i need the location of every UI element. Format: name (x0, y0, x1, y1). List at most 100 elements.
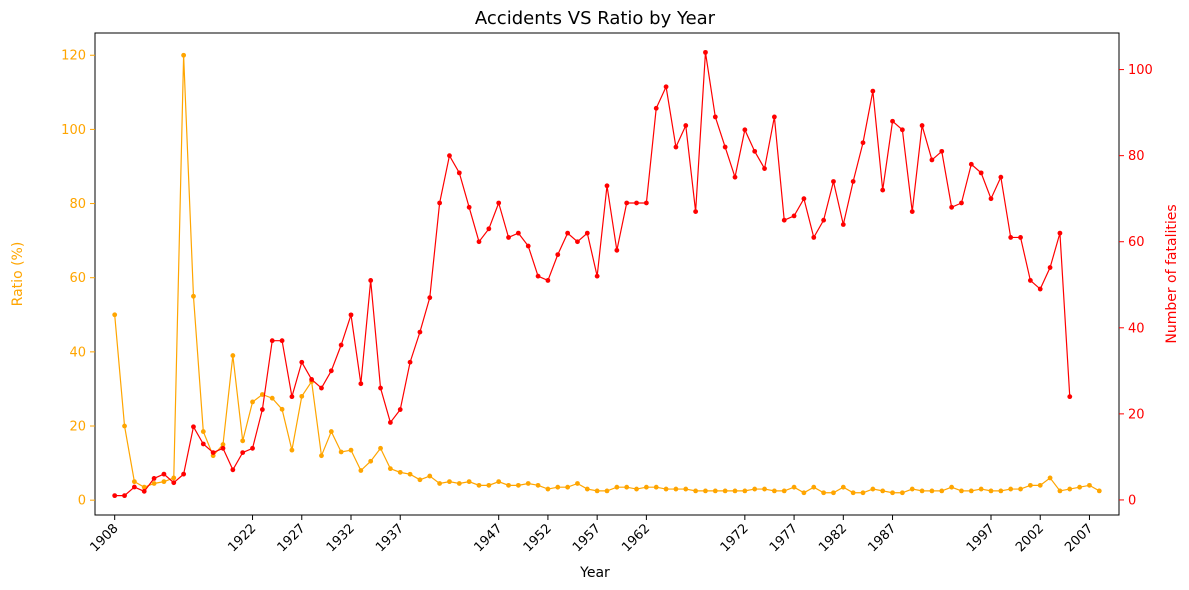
fatalities-point (909, 209, 915, 215)
ratio-point (752, 486, 758, 492)
fatalities-point (397, 407, 403, 412)
fatalities-point (269, 338, 275, 344)
x-tick-label: 1962 (619, 521, 653, 555)
ratio-point (1047, 475, 1053, 481)
y-left-tick-label: 60 (69, 271, 86, 286)
ratio-point (1096, 488, 1102, 494)
x-tick-label: 1957 (570, 521, 604, 555)
fatalities-point (712, 114, 718, 120)
ratio-point (535, 482, 541, 488)
fatalities-point (240, 450, 246, 455)
ratio-point (506, 482, 511, 488)
ratio-point (850, 490, 856, 496)
fatalities-point (791, 213, 797, 219)
ratio-point (378, 445, 383, 451)
fatalities-point (673, 144, 679, 150)
ratio-point (122, 423, 127, 429)
fatalities-point (151, 476, 157, 481)
ratio-point (496, 479, 502, 485)
ratio-point (584, 486, 590, 492)
ratio-point (240, 438, 246, 444)
ratio-point (899, 490, 905, 496)
ratio-point (890, 490, 895, 496)
fatalities-point (811, 235, 817, 240)
plot-frame (94, 32, 1120, 516)
fatalities-point (850, 179, 856, 184)
y-right-tick-label: 100 (1128, 63, 1153, 78)
y-right-tick-label: 60 (1128, 235, 1145, 250)
ratio-point (515, 482, 521, 488)
fatalities-point (486, 226, 492, 232)
ratio-point (575, 481, 580, 486)
fatalities-point (447, 153, 452, 159)
ratio-point (781, 488, 787, 494)
ratio-point (230, 353, 236, 358)
fatalities-point (181, 471, 187, 477)
ratio-point (1057, 488, 1063, 494)
fatalities-point (279, 338, 285, 344)
fatalities-point (614, 247, 620, 253)
fatalities-point (880, 187, 886, 193)
y-left-tick-label: 120 (61, 49, 86, 64)
x-tick-label: 1937 (373, 521, 407, 555)
fatalities-point (250, 445, 255, 451)
ratio-point (328, 429, 334, 434)
ratio-point (279, 406, 285, 412)
ratio-point (811, 484, 817, 490)
y-left-tick-label: 0 (78, 494, 86, 509)
fatalities-point (230, 467, 236, 473)
ratio-point (880, 488, 886, 494)
ratio-point (693, 488, 699, 494)
fatalities-point (919, 123, 925, 128)
ratio-point (250, 399, 255, 405)
y-left-tick-label: 100 (61, 123, 86, 138)
fatalities-point (624, 200, 630, 206)
ratio-point (594, 488, 600, 494)
fatalities-point (575, 239, 580, 245)
fatalities-series-line (114, 52, 1071, 497)
fatalities-point (555, 252, 561, 258)
fatalities-point (299, 359, 305, 365)
fatalities-point (122, 493, 127, 499)
ratio-series-line (114, 55, 1100, 494)
fatalities-point (584, 230, 590, 236)
fatalities-point (693, 209, 699, 215)
ratio-point (939, 488, 945, 494)
ratio-point (299, 393, 305, 399)
fatalities-point (781, 217, 787, 223)
x-tick-label: 1997 (964, 521, 998, 555)
y-axis-left: 0 20 40 60 80 100 120 (61, 49, 95, 509)
fatalities-point (378, 385, 383, 391)
ratio-point (466, 479, 472, 485)
ratio-point (1037, 482, 1043, 488)
ratio-point (368, 458, 374, 464)
ratio-point (968, 488, 974, 494)
ratio-point (220, 442, 226, 447)
chart-title: Accidents VS Ratio by Year (475, 8, 716, 29)
fatalities-point (653, 105, 659, 111)
ratio-point (998, 488, 1004, 494)
ratio-point (663, 486, 669, 492)
fatalities-point (368, 278, 374, 283)
fatalities-point (309, 377, 315, 382)
fatalities-point (959, 200, 964, 206)
ratio-point (831, 490, 836, 496)
fatalities-point (752, 148, 758, 154)
y-left-tick-label: 20 (69, 420, 86, 435)
fatalities-point (466, 204, 472, 210)
fatalities-point (801, 196, 807, 202)
ratio-point (525, 481, 531, 486)
ratio-point (978, 486, 984, 492)
ratio-point (555, 484, 561, 490)
fatalities-point (732, 174, 738, 180)
ratio-point (742, 488, 748, 494)
fatalities-point (545, 278, 551, 283)
ratio-point (338, 449, 344, 455)
y-left-tick-label: 40 (69, 345, 86, 360)
fatalities-point (663, 84, 669, 90)
fatalities-point (821, 217, 827, 223)
fatalities-point (456, 170, 462, 176)
fatalities-point (525, 243, 531, 249)
ratio-point (929, 488, 935, 494)
ratio-point (959, 488, 964, 494)
